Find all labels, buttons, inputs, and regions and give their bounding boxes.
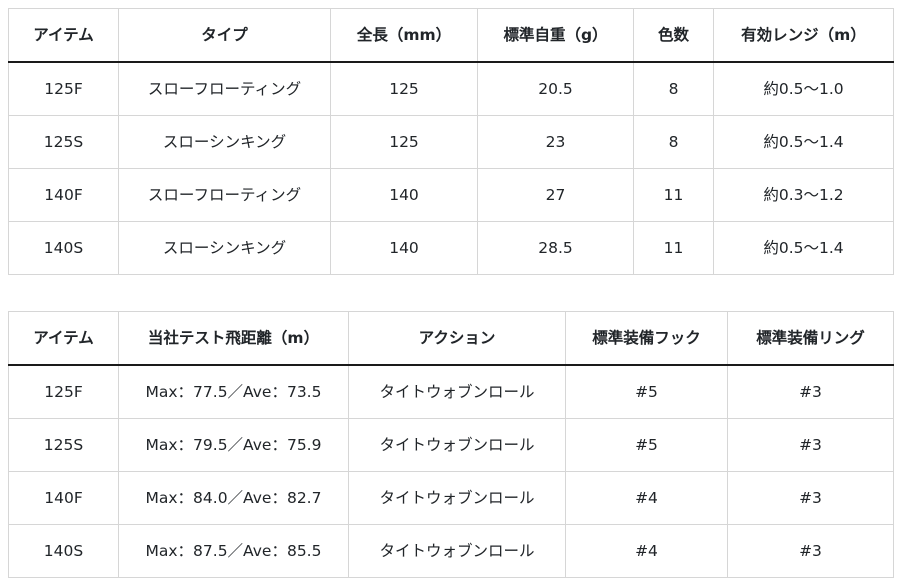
cell-effective-range: 約0.5〜1.4 (713, 221, 894, 275)
cell-item: 125S (8, 418, 119, 472)
performance-table-header-row: アイテム 当社テスト飛距離（m） アクション 標準装備フック 標準装備リング (8, 311, 894, 366)
cell-item: 140S (8, 524, 119, 578)
cell-item: 140F (8, 168, 119, 222)
header-standard-hook: 標準装備フック (565, 311, 728, 366)
cell-item: 140F (8, 471, 119, 525)
cell-length: 125 (330, 115, 478, 169)
cell-type: スローシンキング (118, 115, 331, 169)
table-row: 140S スローシンキング 140 28.5 11 約0.5〜1.4 (8, 221, 894, 275)
cell-color-count: 11 (633, 221, 714, 275)
header-type: タイプ (118, 8, 331, 63)
header-length: 全長（mm） (330, 8, 478, 63)
cell-action: タイトウォブンロール (348, 418, 566, 472)
cell-weight: 27 (477, 168, 634, 222)
spec-table-header-row: アイテム タイプ 全長（mm） 標準自重（g） 色数 有効レンジ（m） (8, 8, 894, 63)
performance-table: アイテム 当社テスト飛距離（m） アクション 標準装備フック 標準装備リング 1… (8, 311, 894, 578)
table-row: 140S Max：87.5／Ave：85.5 タイトウォブンロール #4 #3 (8, 524, 894, 578)
cell-item: 125F (8, 364, 119, 419)
cell-item: 125F (8, 61, 119, 116)
table-row: 125F スローフローティング 125 20.5 8 約0.5〜1.0 (8, 61, 894, 116)
header-action: アクション (348, 311, 566, 366)
cell-cast-distance: Max：77.5／Ave：73.5 (118, 364, 349, 419)
header-weight: 標準自重（g） (477, 8, 634, 63)
cell-standard-hook: #4 (565, 524, 728, 578)
cell-weight: 20.5 (477, 61, 634, 116)
cell-length: 140 (330, 221, 478, 275)
cell-weight: 28.5 (477, 221, 634, 275)
cell-effective-range: 約0.5〜1.4 (713, 115, 894, 169)
header-cast-distance: 当社テスト飛距離（m） (118, 311, 349, 366)
spec-table: アイテム タイプ 全長（mm） 標準自重（g） 色数 有効レンジ（m） 125F… (8, 8, 894, 275)
cell-color-count: 8 (633, 115, 714, 169)
header-item: アイテム (8, 8, 119, 63)
cell-standard-ring: #3 (727, 364, 894, 419)
table-row: 140F Max：84.0／Ave：82.7 タイトウォブンロール #4 #3 (8, 471, 894, 525)
cell-action: タイトウォブンロール (348, 364, 566, 419)
table-row: 140F スローフローティング 140 27 11 約0.3〜1.2 (8, 168, 894, 222)
cell-standard-hook: #5 (565, 418, 728, 472)
table-row: 125S Max：79.5／Ave：75.9 タイトウォブンロール #5 #3 (8, 418, 894, 472)
cell-cast-distance: Max：79.5／Ave：75.9 (118, 418, 349, 472)
cell-item: 125S (8, 115, 119, 169)
cell-type: スローフローティング (118, 168, 331, 222)
cell-color-count: 11 (633, 168, 714, 222)
cell-effective-range: 約0.5〜1.0 (713, 61, 894, 116)
header-color-count: 色数 (633, 8, 714, 63)
cell-standard-hook: #5 (565, 364, 728, 419)
cell-color-count: 8 (633, 61, 714, 116)
cell-type: スローフローティング (118, 61, 331, 116)
cell-standard-hook: #4 (565, 471, 728, 525)
cell-action: タイトウォブンロール (348, 524, 566, 578)
cell-cast-distance: Max：84.0／Ave：82.7 (118, 471, 349, 525)
cell-item: 140S (8, 221, 119, 275)
cell-standard-ring: #3 (727, 418, 894, 472)
cell-action: タイトウォブンロール (348, 471, 566, 525)
cell-standard-ring: #3 (727, 471, 894, 525)
header-item: アイテム (8, 311, 119, 366)
table-row: 125F Max：77.5／Ave：73.5 タイトウォブンロール #5 #3 (8, 364, 894, 419)
cell-cast-distance: Max：87.5／Ave：85.5 (118, 524, 349, 578)
header-effective-range: 有効レンジ（m） (713, 8, 894, 63)
cell-length: 125 (330, 61, 478, 116)
cell-effective-range: 約0.3〜1.2 (713, 168, 894, 222)
header-standard-ring: 標準装備リング (727, 311, 894, 366)
cell-weight: 23 (477, 115, 634, 169)
table-row: 125S スローシンキング 125 23 8 約0.5〜1.4 (8, 115, 894, 169)
cell-standard-ring: #3 (727, 524, 894, 578)
cell-type: スローシンキング (118, 221, 331, 275)
cell-length: 140 (330, 168, 478, 222)
